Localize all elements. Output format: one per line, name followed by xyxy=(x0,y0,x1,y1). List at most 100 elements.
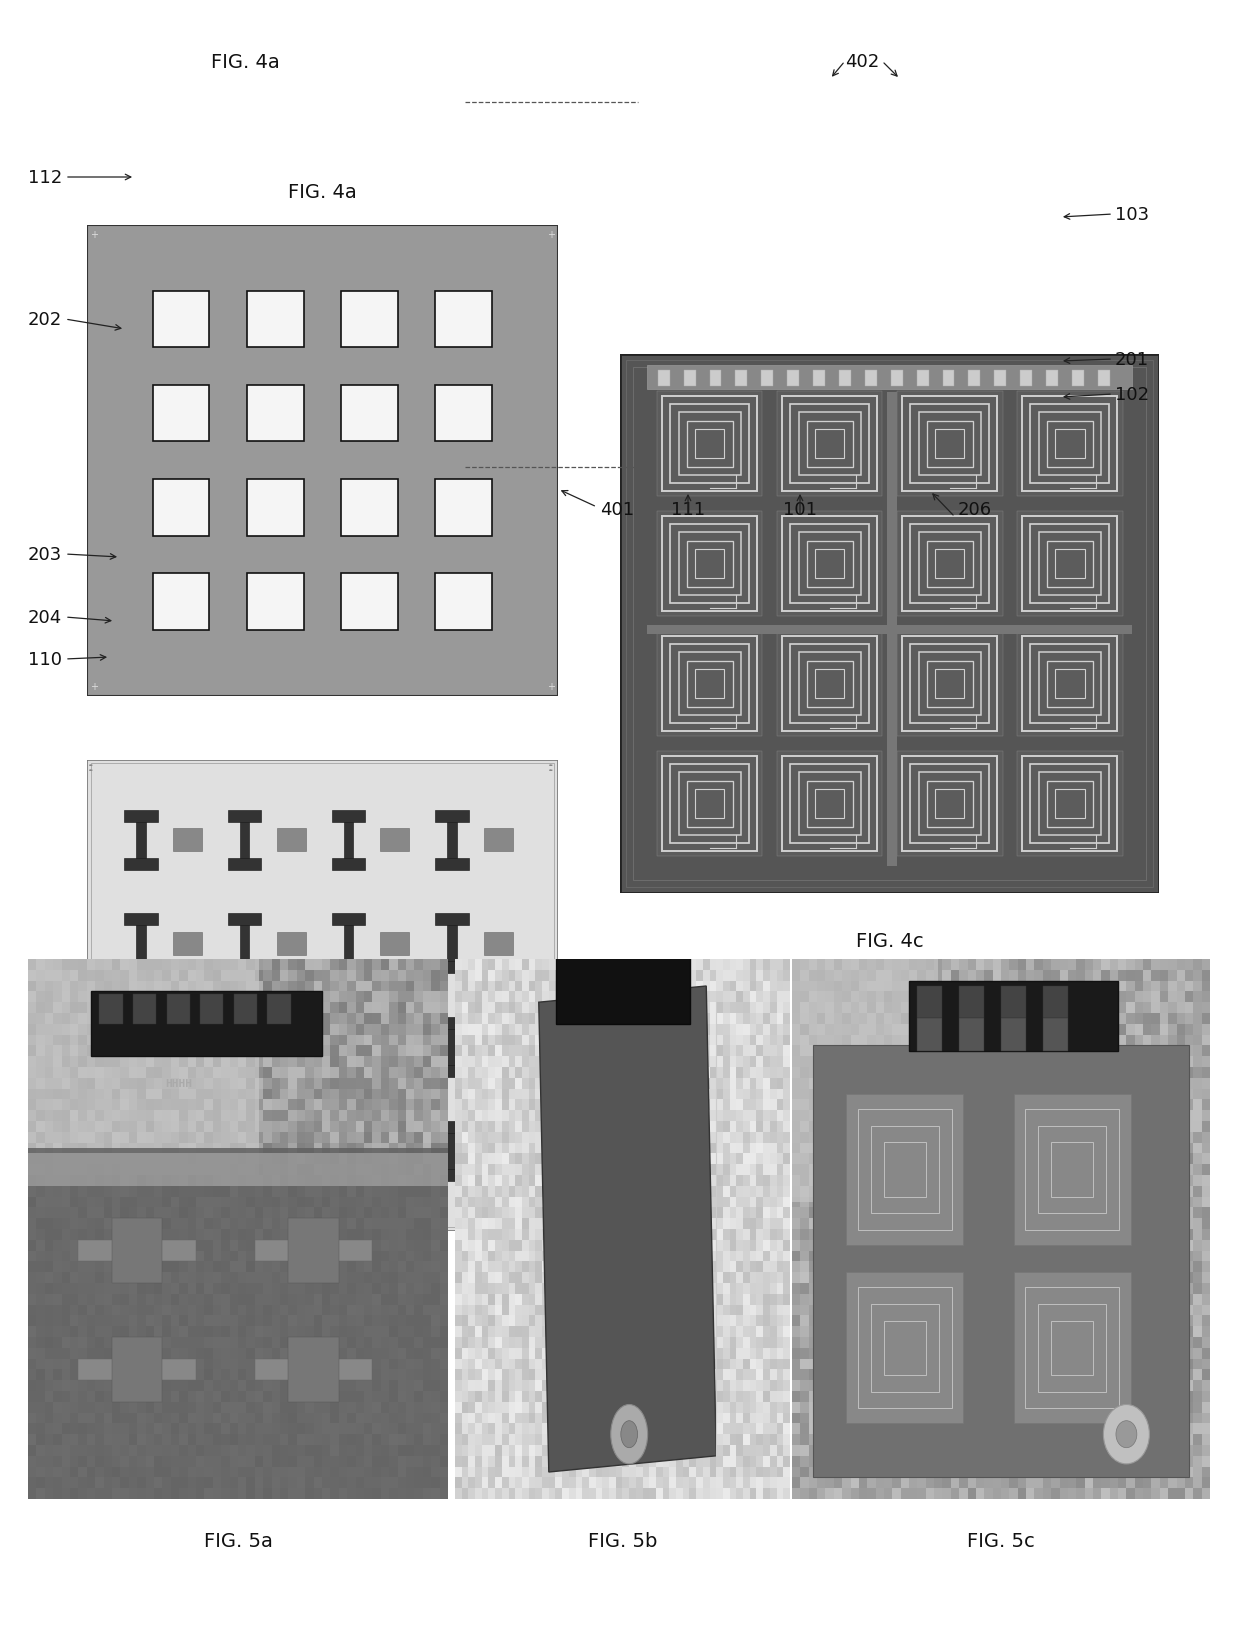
Bar xyxy=(343,1030,353,1066)
Bar xyxy=(678,413,740,475)
Bar xyxy=(174,1139,202,1162)
Bar xyxy=(919,653,981,715)
Bar xyxy=(858,1288,951,1408)
Text: +: + xyxy=(89,682,98,692)
Bar xyxy=(228,809,262,823)
Bar xyxy=(1039,653,1101,715)
Bar xyxy=(916,370,929,387)
Text: HHHH: HHHH xyxy=(166,1079,192,1089)
Text: 203: 203 xyxy=(27,545,62,563)
Bar xyxy=(174,829,202,852)
Bar xyxy=(228,858,262,870)
Bar xyxy=(683,370,696,387)
Bar xyxy=(910,526,990,604)
Bar xyxy=(671,405,749,483)
Text: 110: 110 xyxy=(29,651,62,669)
Bar xyxy=(799,413,861,475)
Bar xyxy=(332,809,365,823)
Bar xyxy=(1022,517,1117,612)
Bar xyxy=(657,632,763,738)
Text: +: + xyxy=(89,230,98,240)
Bar xyxy=(341,574,398,630)
Bar xyxy=(1001,1018,1025,1051)
Bar xyxy=(448,823,456,858)
Bar xyxy=(815,790,844,819)
Bar xyxy=(903,517,997,612)
Bar xyxy=(815,429,844,459)
Circle shape xyxy=(1116,1421,1137,1448)
Bar xyxy=(662,517,758,612)
Bar xyxy=(1030,405,1109,483)
Bar xyxy=(241,823,249,858)
Bar xyxy=(200,994,223,1025)
Bar xyxy=(926,542,972,588)
Bar xyxy=(332,858,365,870)
Bar xyxy=(918,986,942,1018)
Bar xyxy=(1013,1273,1131,1423)
Circle shape xyxy=(1104,1405,1149,1464)
Bar xyxy=(790,645,869,723)
Bar xyxy=(887,392,897,867)
Bar xyxy=(919,534,981,596)
Text: FIG. 5b: FIG. 5b xyxy=(588,1531,657,1550)
Bar xyxy=(124,858,157,870)
Bar xyxy=(78,1240,196,1262)
Bar xyxy=(153,292,210,348)
Bar xyxy=(847,1273,963,1423)
Bar xyxy=(687,661,733,707)
Bar xyxy=(1001,986,1025,1018)
Text: 102: 102 xyxy=(1115,385,1149,403)
Bar xyxy=(277,829,306,852)
Bar xyxy=(268,994,290,1025)
Bar xyxy=(657,511,763,617)
Bar xyxy=(870,1126,939,1214)
Bar xyxy=(1017,632,1122,738)
Bar xyxy=(694,669,724,698)
Bar xyxy=(1039,774,1101,836)
Bar xyxy=(1039,413,1101,475)
Bar xyxy=(782,636,877,731)
Bar xyxy=(813,370,825,387)
Bar xyxy=(484,1139,513,1162)
Bar xyxy=(78,1359,196,1381)
Bar xyxy=(1017,392,1122,498)
Bar xyxy=(694,550,724,579)
Bar xyxy=(99,994,123,1025)
Bar xyxy=(1039,534,1101,596)
Bar xyxy=(234,994,257,1025)
Text: 402: 402 xyxy=(844,52,879,70)
Bar xyxy=(657,751,763,857)
Bar xyxy=(1055,669,1085,698)
Bar xyxy=(1025,1110,1118,1231)
Bar xyxy=(435,1169,469,1182)
Text: 112: 112 xyxy=(27,168,62,188)
Bar xyxy=(484,829,513,852)
Bar xyxy=(1047,542,1092,588)
Bar xyxy=(870,1304,939,1392)
Bar xyxy=(1038,1304,1106,1392)
Bar xyxy=(1013,1095,1131,1245)
Bar xyxy=(777,751,883,857)
Bar xyxy=(782,397,877,491)
Bar xyxy=(935,429,965,459)
Bar xyxy=(29,1149,448,1500)
Bar xyxy=(1052,1320,1094,1376)
Bar xyxy=(247,574,304,630)
Circle shape xyxy=(611,1405,647,1464)
Bar xyxy=(678,653,740,715)
Bar xyxy=(787,370,799,387)
Text: 103: 103 xyxy=(1115,206,1149,224)
Text: FIG. 4b: FIG. 4b xyxy=(288,1278,357,1297)
Bar xyxy=(910,645,990,723)
Bar xyxy=(435,1066,469,1077)
Bar xyxy=(897,392,1002,498)
Bar xyxy=(1052,1142,1094,1198)
Bar xyxy=(839,370,851,387)
Bar xyxy=(124,1066,157,1077)
Bar xyxy=(247,480,304,537)
Text: 111: 111 xyxy=(671,501,706,519)
Bar xyxy=(484,932,513,955)
Bar xyxy=(174,1036,202,1059)
Bar xyxy=(1038,1126,1106,1214)
Bar xyxy=(153,385,210,442)
